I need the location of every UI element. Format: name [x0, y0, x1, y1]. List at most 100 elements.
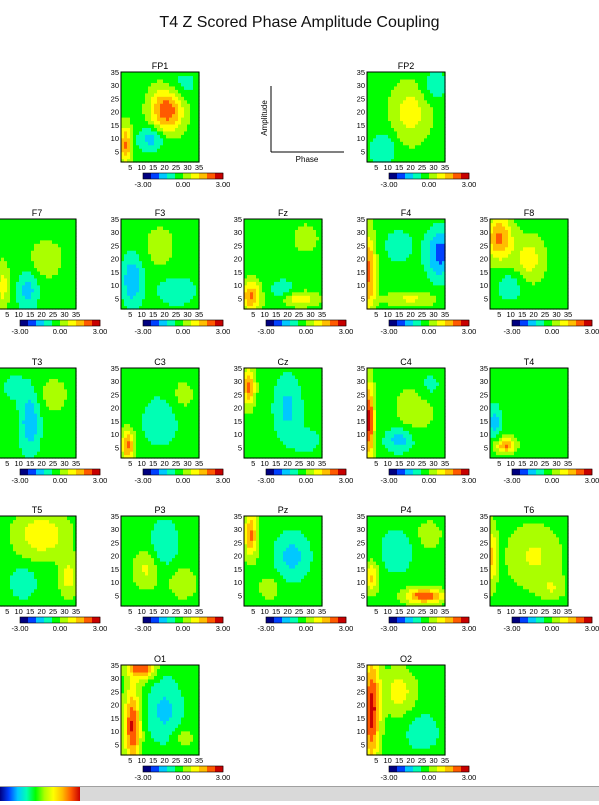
colorbar-swatch [167, 320, 175, 326]
x-tick-label: 5 [251, 310, 255, 319]
x-tick-label: 20 [160, 310, 168, 319]
colorbar-label: 3.00 [339, 327, 354, 336]
x-tick-label: 5 [128, 163, 132, 172]
y-tick-label: 30 [111, 228, 119, 237]
x-tick-label: 5 [374, 310, 378, 319]
y-tick-label: 15 [357, 121, 365, 130]
colorbar-swatch [60, 320, 68, 326]
colorbar-swatch [44, 320, 52, 326]
y-tick-label: 30 [234, 228, 242, 237]
colorbar-swatch [322, 320, 330, 326]
y-tick-label: 30 [357, 228, 365, 237]
colorbar-swatch [405, 320, 413, 326]
x-tick-label: 20 [406, 310, 414, 319]
y-tick-label: 5 [484, 294, 488, 303]
colorbar-swatch [389, 320, 397, 326]
pac-plot-t3: T351015202530355101520253035-3.000.003.0… [0, 357, 107, 485]
colorbar-swatch [421, 320, 429, 326]
colorbar-swatch [159, 173, 167, 179]
colorbar-swatch [175, 320, 183, 326]
x-tick-label: 5 [5, 310, 9, 319]
colorbar-swatch [512, 320, 520, 326]
colorbar-swatch [437, 320, 445, 326]
colorbar-label: 3.00 [585, 327, 599, 336]
x-tick-label: 25 [172, 310, 180, 319]
colorbar-swatch [92, 320, 100, 326]
y-tick-label: 35 [357, 215, 365, 224]
colorbar-swatch [52, 320, 60, 326]
x-tick-label: 25 [295, 310, 303, 319]
y-tick-label: 10 [357, 281, 365, 290]
colorbar-swatch [528, 320, 536, 326]
colorbar-swatch [552, 320, 560, 326]
colorbar-swatch [568, 320, 576, 326]
colorbar-swatch [215, 173, 223, 179]
x-tick-label: 35 [441, 310, 449, 319]
x-tick-label: 30 [306, 310, 314, 319]
colorbar-label: -3.00 [134, 327, 151, 336]
colorbar-swatch [76, 320, 84, 326]
colorbar-swatch [159, 320, 167, 326]
colorbar-swatch [298, 320, 306, 326]
x-tick-label: 30 [183, 163, 191, 172]
y-tick-label: 15 [111, 121, 119, 130]
y-tick-label: 35 [111, 68, 119, 77]
colorbar-swatch [453, 320, 461, 326]
colorbar-swatch [389, 173, 397, 179]
plot-title: FP2 [398, 61, 415, 71]
colorbar-label: 0.00 [422, 180, 437, 189]
colorbar-label: -3.00 [11, 327, 28, 336]
colorbar-label: -3.00 [380, 327, 397, 336]
y-tick-label: 10 [480, 281, 488, 290]
x-tick-label: 10 [383, 310, 391, 319]
colorbar-swatch [191, 320, 199, 326]
y-tick-label: 5 [361, 147, 365, 156]
colorbar-swatch [584, 320, 592, 326]
colorbar-swatch [560, 320, 568, 326]
x-tick-label: 10 [260, 310, 268, 319]
x-tick-label: 30 [429, 163, 437, 172]
colorbar-swatch [429, 173, 437, 179]
y-tick-label: 10 [111, 134, 119, 143]
x-tick-label: 5 [497, 310, 501, 319]
colorbar-swatch [266, 320, 274, 326]
x-tick-label: 15 [149, 310, 157, 319]
x-tick-label: 15 [272, 310, 280, 319]
x-tick-label: 10 [137, 163, 145, 172]
plot-title: Fz [278, 208, 288, 218]
plot-title: F4 [401, 208, 412, 218]
x-tick-label: 35 [195, 163, 203, 172]
colorbar-swatch [576, 320, 584, 326]
colorbar-label: 3.00 [462, 180, 477, 189]
x-tick-label: 25 [418, 163, 426, 172]
colorbar-swatch [183, 320, 191, 326]
pac-plot-f7: F751015202530355101520253035-3.000.003.0… [0, 208, 107, 336]
colorbar-label: 3.00 [93, 327, 108, 336]
y-tick-label: 35 [357, 68, 365, 77]
y-tick-label: 10 [111, 281, 119, 290]
y-tick-label: 5 [361, 294, 365, 303]
y-tick-label: 15 [234, 268, 242, 277]
colorbar-swatch [413, 320, 421, 326]
y-tick-label: 30 [111, 81, 119, 90]
colorbar-swatch [28, 320, 36, 326]
colorbar-swatch [143, 173, 151, 179]
colorbar-label: 0.00 [53, 327, 68, 336]
colorbar-swatch [437, 173, 445, 179]
colorbar-swatch [274, 320, 282, 326]
x-tick-label: 35 [195, 310, 203, 319]
x-tick-label: 10 [14, 310, 22, 319]
x-tick-label: 20 [37, 310, 45, 319]
colorbar-label: -3.00 [503, 327, 520, 336]
colorbar-swatch [429, 320, 437, 326]
y-tick-label: 5 [115, 294, 119, 303]
colorbar-swatch [405, 173, 413, 179]
colorbar-swatch [143, 320, 151, 326]
colorbar-swatch [215, 320, 223, 326]
colorbar-swatch [84, 320, 92, 326]
y-tick-label: 20 [357, 255, 365, 264]
colorbar-label: 3.00 [216, 327, 231, 336]
x-tick-label: 35 [72, 310, 80, 319]
